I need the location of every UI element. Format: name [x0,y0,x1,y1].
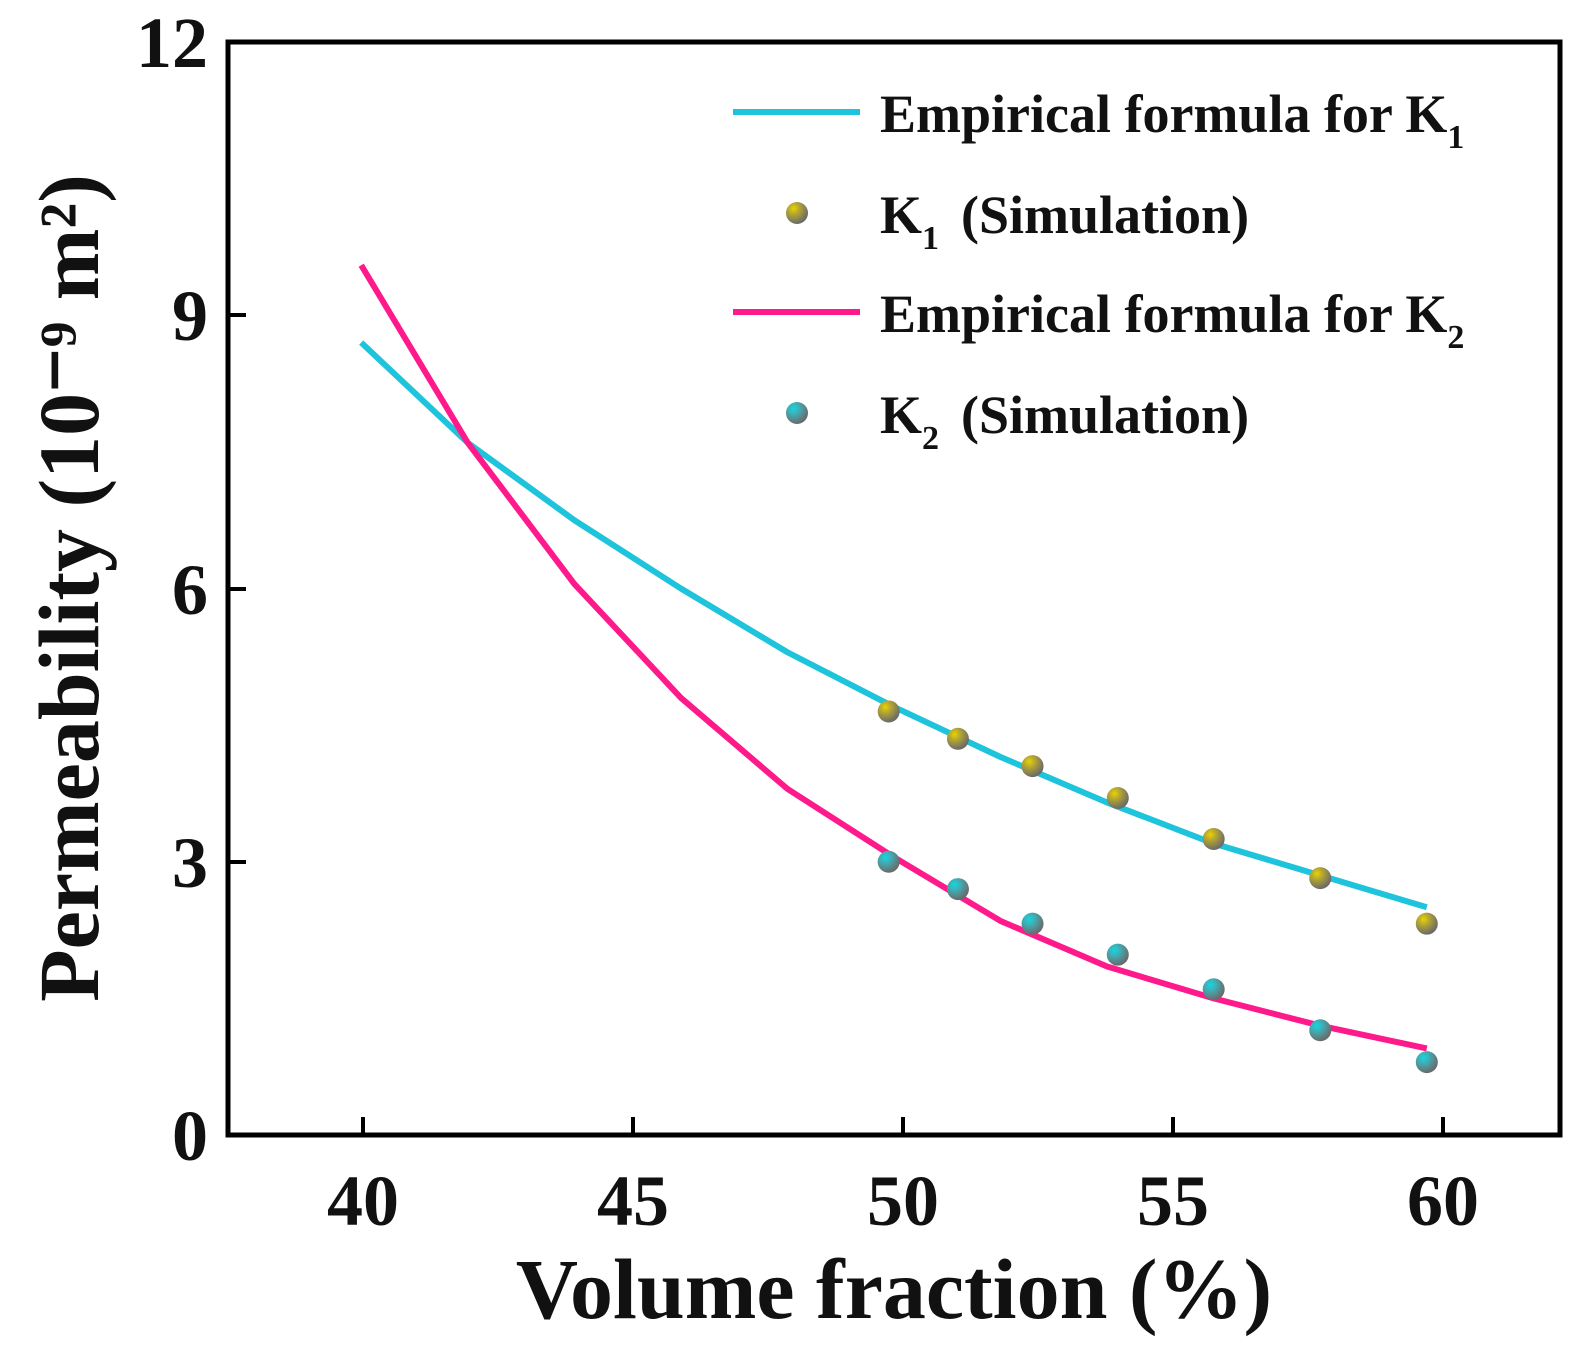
data-point-k1-simulation [1309,867,1332,890]
data-point-k2-simulation [1021,912,1044,935]
x-axis: 40 45 50 55 60 [327,1117,1479,1241]
y-tick-label: 3 [172,823,208,903]
data-point-k2-simulation [1202,978,1225,1001]
x-tick-label: 50 [867,1161,939,1241]
y-axis-title: Permeability (10⁻⁹ m²) [21,174,117,1002]
data-point-k1-simulation [1202,827,1225,850]
data-point-k2-simulation [1106,943,1129,966]
legend-label-k2-formula: Empirical formula for K2 [880,284,1464,356]
x-axis-title: Volume fraction (%) [516,1241,1272,1337]
x-tick-label: 60 [1407,1161,1479,1241]
y-tick-label: 6 [172,550,208,630]
data-point-k1-simulation [1415,912,1438,935]
y-axis: 0 3 6 9 12 [136,3,246,1176]
x-tick-label: 40 [327,1161,399,1241]
data-point-k1-simulation [1106,786,1129,809]
legend-label-k2-simulation: K2 (Simulation) [880,385,1249,457]
data-point-k1-simulation [946,727,969,750]
y-tick-label: 9 [172,276,208,356]
legend-label-k1-simulation: K1 (Simulation) [880,185,1249,257]
data-point-k2-simulation [1309,1019,1332,1042]
data-point-k2-simulation [1415,1051,1438,1074]
y-tick-label: 12 [136,3,208,83]
data-point-k1-simulation [1021,755,1044,778]
y-tick-label: 0 [172,1096,208,1176]
legend: Empirical formula for K1 K1 (Simulation) … [733,84,1464,457]
x-tick-label: 55 [1137,1161,1209,1241]
data-point-k2-simulation [877,850,900,873]
legend-k2-marker-swatch [786,402,808,424]
x-tick-label: 45 [597,1161,669,1241]
data-point-k2-simulation [946,878,969,901]
legend-label-k1-formula: Empirical formula for K1 [880,84,1464,156]
legend-k1-marker-swatch [786,202,808,224]
data-point-k1-simulation [877,700,900,723]
series-points [877,700,1438,1074]
